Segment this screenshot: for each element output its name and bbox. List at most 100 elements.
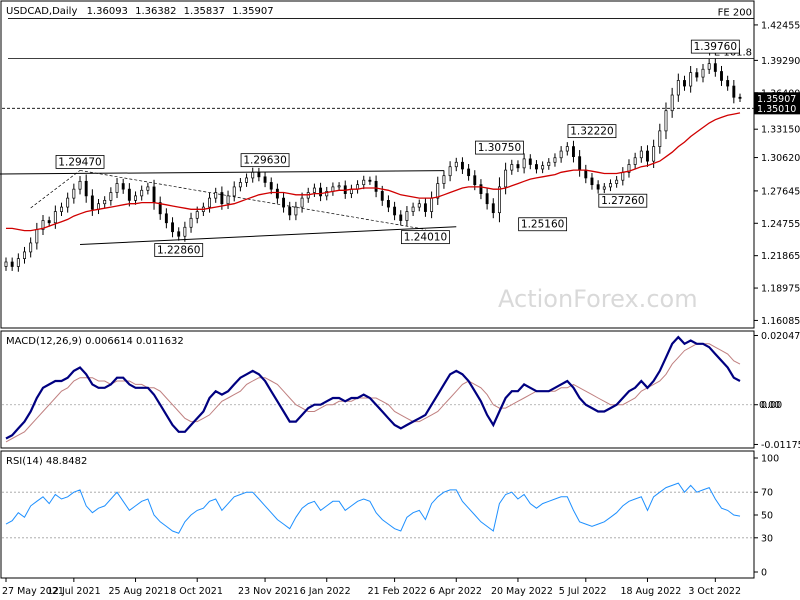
macd-y-tick-label: -0.011751 — [761, 440, 800, 451]
candle-body — [386, 200, 390, 208]
candle-body — [232, 186, 236, 197]
price-annotation-box — [567, 124, 617, 139]
candle-body — [10, 261, 14, 267]
candle-body — [90, 195, 94, 210]
candle-body — [541, 165, 545, 170]
x-tick-label: 6 Jan 2022 — [300, 586, 351, 597]
candle-body — [442, 175, 446, 184]
x-tick-label: 12 Jul 2021 — [47, 586, 101, 597]
candle-body — [491, 203, 495, 214]
candle-body — [726, 80, 730, 87]
candle-body — [670, 94, 674, 112]
candle-body — [732, 85, 736, 98]
x-tick-label: 5 Jul 2022 — [559, 586, 607, 597]
level-marker-label: 1.35010 — [757, 104, 796, 115]
candle-body — [171, 222, 174, 233]
candle-body — [689, 72, 693, 87]
candle-body — [84, 180, 88, 197]
candle-body — [448, 166, 452, 177]
candle-body — [572, 146, 575, 158]
candle-body — [368, 179, 372, 182]
macd-panel-frame — [0, 330, 755, 449]
candle-body — [140, 189, 144, 197]
candle-body — [590, 177, 594, 186]
price-y-tick-label: 1.16085 — [761, 316, 800, 327]
last-price-marker-bg — [754, 92, 800, 105]
candle-body — [615, 179, 619, 184]
price-annotation-label: 1.29470 — [58, 156, 101, 168]
candle-body — [78, 180, 82, 190]
candle-body — [16, 258, 20, 267]
candle-body — [312, 187, 316, 193]
price-y-tick-label: 1.18975 — [761, 284, 800, 295]
candle-body — [195, 211, 199, 219]
candle-body — [553, 157, 557, 163]
price-layer: 1.424551.392901.364001.331501.306201.276… — [0, 8, 800, 327]
x-tick-label: 3 Oct 2022 — [688, 586, 741, 597]
candle-body — [658, 130, 662, 147]
price-y-tick-label: 1.39290 — [761, 56, 800, 67]
candle-body — [467, 168, 471, 177]
watermark: ActionForex.com — [498, 285, 698, 313]
candle-body — [294, 206, 298, 216]
rsi-y-tick-label: 50 — [761, 511, 773, 522]
candle-body — [454, 161, 458, 168]
fib-label: FE 200 — [718, 8, 752, 19]
x-tick-label: 21 Feb 2022 — [368, 586, 427, 597]
price-header: USDCAD,Daily 1.36093 1.36382 1.35837 1.3… — [6, 6, 274, 17]
candle-body — [183, 226, 187, 237]
candle-body — [29, 242, 33, 253]
candle-body — [701, 68, 705, 78]
candle-body — [72, 188, 76, 199]
candle-body — [275, 188, 279, 199]
macd-zero-marker: 0.00 — [759, 400, 780, 411]
candle-body — [430, 197, 434, 212]
candle-body — [288, 206, 292, 216]
price-annotation-label: 1.29630 — [243, 155, 286, 167]
header-high: 1.36382 — [135, 6, 176, 17]
price-annotation-box — [154, 243, 204, 257]
price-y-tick-label: 1.21865 — [761, 251, 800, 262]
price-annotation-label: 1.30750 — [478, 142, 521, 154]
candle-body — [664, 110, 668, 132]
rsi-label: RSI(14) 48.8482 — [6, 456, 87, 467]
candle-body — [214, 192, 218, 199]
candle-body — [559, 150, 563, 159]
candle-body — [497, 186, 501, 214]
header-low: 1.35837 — [184, 6, 225, 17]
candle-body — [639, 150, 643, 159]
candle-body — [220, 192, 224, 205]
price-annotation-label: 1.25160 — [521, 219, 564, 231]
candle-body — [60, 206, 63, 212]
candle-body — [738, 96, 742, 99]
candle-body — [325, 191, 329, 197]
candle-body — [189, 217, 193, 228]
candle-body — [251, 171, 255, 179]
candle-body — [652, 146, 656, 162]
candle-body — [528, 158, 532, 165]
candle-body — [602, 186, 606, 190]
last-price-marker-label: 1.35907 — [757, 94, 796, 105]
macd-signal-line — [5, 343, 741, 443]
rsi-layer: 100 70 50 30 0 — [2, 454, 779, 579]
upper-trend-line — [0, 170, 444, 175]
candle-body — [565, 146, 569, 152]
candle-body — [269, 182, 273, 190]
header-close: 1.35907 — [232, 6, 273, 17]
price-annotation-box — [240, 153, 290, 168]
rsi-y-tick-label: 0 — [761, 568, 767, 579]
candle-body — [374, 180, 378, 192]
candle-body — [479, 184, 483, 194]
price-y-tick-label: 1.24755 — [761, 219, 800, 230]
price-annotation-box — [518, 217, 568, 232]
price-y-tick-label: 1.30620 — [761, 153, 800, 164]
candle-body — [423, 203, 427, 212]
candle-body — [683, 80, 686, 87]
candle-body — [504, 169, 508, 188]
price-panel-frame — [0, 0, 755, 329]
candle-body — [152, 186, 156, 203]
candle-body — [405, 211, 409, 221]
candle-body — [547, 161, 551, 166]
